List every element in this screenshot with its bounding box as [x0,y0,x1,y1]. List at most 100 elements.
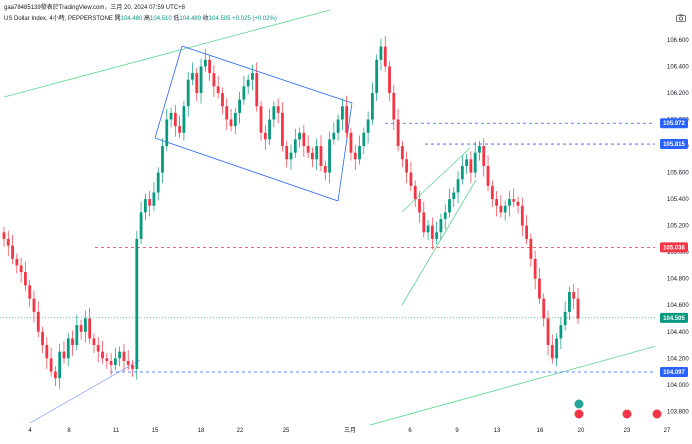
candle-body [212,73,216,87]
event-icon[interactable] [622,409,632,419]
candle-body [276,106,280,113]
x-tick-label: 6 [408,428,412,434]
candle-body [422,212,426,233]
candle-body [379,46,383,60]
candle-body [370,92,374,120]
y-tick-label: 105.600 [667,171,689,177]
candle-body [563,311,567,326]
candle-body [383,46,387,67]
x-tick-label: 11 [113,428,120,434]
candle-body [311,152,314,160]
candle-body [246,79,250,87]
high-value: 104.510 [150,16,172,22]
candle-body [203,59,207,67]
candle-body [79,325,83,332]
candle-body [576,298,580,319]
candle-body [143,199,147,213]
x-tick-label: 三月 [344,427,356,434]
event-markers[interactable] [574,399,662,419]
support-trend-line[interactable] [29,359,141,424]
news-flag-icon[interactable] [574,399,584,409]
candle-body [538,278,541,299]
candle-body [186,79,190,107]
candle-body [45,345,49,359]
candle-body [156,172,160,193]
candle-body [332,132,336,140]
low-value: 104.480 [179,16,202,22]
candle-body [263,132,267,140]
candle-body [358,146,361,160]
candle-body [469,159,473,173]
candle-body [486,165,490,186]
candle-body [19,265,23,273]
candle-body [456,179,460,193]
channel-left-line[interactable] [154,45,183,139]
candle-body [323,165,327,173]
candle-body [182,106,186,133]
price-label-text: 104.097 [663,370,685,376]
candle-body [439,219,443,233]
price-label-text: 105.036 [663,245,685,251]
x-tick-label: 15 [152,428,159,434]
candle-body [328,139,331,173]
candle-body [36,311,40,332]
candle-body [195,73,199,93]
candle-body [152,192,156,206]
event-icon[interactable] [652,409,662,419]
candle-body [465,159,469,166]
candle-body [32,298,36,312]
trend-lower-line[interactable] [369,344,661,426]
candle-body [478,146,481,153]
close-value: 104.505 [208,16,231,22]
candle-body [289,152,293,160]
candle-body [405,159,409,173]
ohlc-legend[interactable]: US Dollar Index, 4小時, PEPPERSTONE 開104.4… [4,13,277,22]
wedge-lower-line[interactable] [401,179,477,306]
y-tick-label: 104.000 [667,383,689,389]
channel-top-line[interactable] [181,45,353,104]
candle-body [388,66,391,93]
y-tick-label: 106.200 [667,91,689,97]
candle-body [473,152,477,173]
candle-body [216,86,220,93]
channel-bottom-line[interactable] [154,137,339,202]
candle-body [75,325,79,346]
candle-body [349,132,353,153]
candle-body [165,119,169,147]
event-icon[interactable] [574,409,584,419]
candle-body [161,146,164,173]
candle-body [490,185,494,200]
candle-body [191,73,194,80]
candle-body [122,351,126,361]
candle-body [88,318,92,339]
price-axis[interactable]: 106.600106.400106.200106.000105.800105.6… [655,0,692,439]
price-label-text: 105.972 [663,121,685,127]
candle-body [41,331,44,346]
candle-body [430,225,434,239]
candle-body [533,258,537,279]
candle-body [341,106,344,120]
candle-body [495,199,499,206]
candle-body [550,345,554,359]
open-label: 開 [114,16,121,22]
candle-body [375,59,379,93]
time-axis[interactable]: 4 8 11 15 18 22 25 三月 6 9 13 16 20 23 27 [28,427,671,434]
camera-icon[interactable] [676,14,686,22]
candle-body [11,245,14,259]
candle-body [66,338,70,359]
candle-body [233,112,237,127]
candle-body [208,59,212,74]
candle-body [173,112,177,127]
candle-body [293,139,297,153]
wedge-upper-line[interactable] [401,147,471,213]
candle-body [54,371,57,379]
channel-right-line[interactable] [337,102,353,202]
candle-body [83,318,87,332]
trend-upper-line[interactable] [3,9,331,98]
x-tick-label: 20 [578,428,585,434]
candle-body [525,225,528,239]
candle-body [113,358,117,365]
x-tick-label: 18 [198,428,205,434]
